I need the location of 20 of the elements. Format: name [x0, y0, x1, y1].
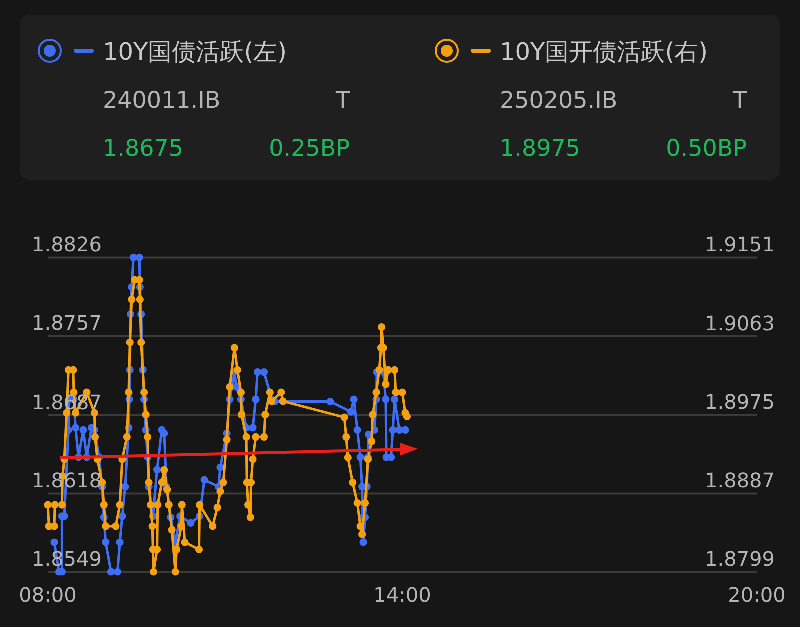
legend-label: 10Y国开债活跃(右) — [500, 38, 708, 66]
x-tick-label: 20:00 — [728, 583, 786, 607]
y2-tick-label: 1.9151 — [705, 232, 775, 257]
text: 1.8975 — [500, 136, 580, 162]
x-tick-label: 14:00 — [374, 583, 432, 607]
y2-tick-label: 1.9063 — [705, 311, 775, 336]
text: 1.8675 — [103, 136, 184, 162]
y-tick-label: 1.8826 — [32, 232, 102, 257]
text: T — [732, 88, 747, 114]
legend-label: 10Y国债活跃(左) — [103, 38, 287, 66]
text: 0.50BP — [666, 136, 747, 162]
text: T — [336, 88, 350, 114]
text: 250205.IB — [500, 88, 618, 114]
y-tick-label: 1.8757 — [32, 310, 102, 335]
y2-tick-label: 1.8887 — [705, 468, 775, 492]
x-tick-label: 08:00 — [19, 583, 77, 607]
text: 240011.IB — [103, 88, 221, 114]
text: 0.25BP — [269, 136, 350, 162]
y2-tick-label: 1.8975 — [705, 390, 775, 414]
y2-tick-label: 1.8799 — [705, 547, 775, 571]
